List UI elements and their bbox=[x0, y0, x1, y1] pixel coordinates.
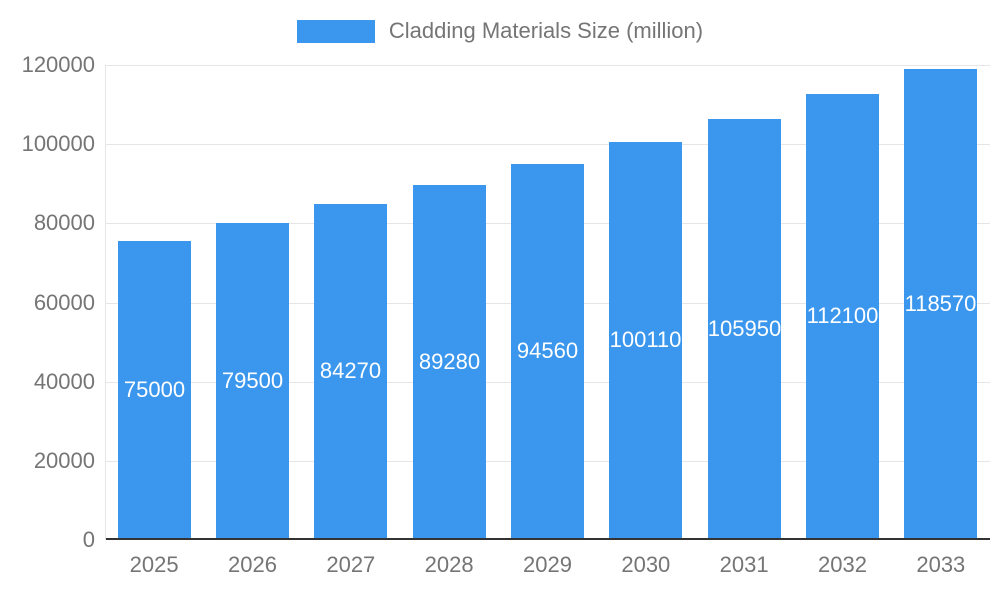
bar-2026[interactable]: 79500 bbox=[216, 223, 289, 538]
x-axis-tick-label: 2026 bbox=[228, 552, 277, 577]
y-axis-tick-label: 80000 bbox=[33, 210, 95, 236]
gridline bbox=[105, 144, 990, 145]
bar-value-label: 75000 bbox=[123, 376, 186, 402]
x-axis-tick-label: 2028 bbox=[424, 552, 474, 577]
bar-2032[interactable]: 112100 bbox=[806, 94, 879, 538]
legend-swatch-icon bbox=[296, 19, 375, 43]
bar-value-label: 112100 bbox=[806, 303, 879, 328]
y-axis-tick-label: 20000 bbox=[33, 447, 95, 473]
x-axis-tick-label: 2025 bbox=[129, 552, 179, 577]
bar-2030[interactable]: 100110 bbox=[609, 142, 682, 538]
x-axis-baseline bbox=[105, 538, 990, 540]
legend: Cladding Materials Size (million) bbox=[0, 18, 1000, 44]
bar-value-label: 84270 bbox=[319, 358, 382, 383]
gridline bbox=[105, 65, 990, 66]
bar-2028[interactable]: 89280 bbox=[413, 185, 486, 538]
bar-2029[interactable]: 94560 bbox=[511, 164, 584, 538]
y-axis-tick-label: 100000 bbox=[21, 131, 95, 157]
legend-label: Cladding Materials Size (million) bbox=[388, 18, 704, 43]
y-axis-tick-label: 120000 bbox=[21, 52, 95, 77]
y-axis-tick-label: 60000 bbox=[33, 289, 95, 315]
x-axis-tick-label: 2033 bbox=[916, 552, 966, 577]
plot-area: 75000 79500 84270 89280 94560 100110 105950 112… bbox=[105, 65, 990, 540]
bar-2025[interactable]: 75000 bbox=[118, 241, 191, 538]
bar-2033[interactable]: 118570 bbox=[904, 69, 977, 538]
y-axis-tick-label: 40000 bbox=[33, 368, 95, 394]
x-axis-tick-label: 2030 bbox=[621, 552, 671, 577]
bar-value-label: 89280 bbox=[418, 348, 481, 374]
y-axis-line bbox=[105, 65, 106, 540]
bar-value-label: 100110 bbox=[609, 327, 682, 352]
bar-2027[interactable]: 84270 bbox=[314, 204, 387, 538]
x-axis-tick-label: 2029 bbox=[523, 552, 572, 577]
bar-value-label: 118570 bbox=[904, 290, 977, 316]
bar-value-label: 94560 bbox=[516, 338, 579, 363]
y-axis-tick-label: 0 bbox=[82, 527, 95, 552]
bar-value-label: 105950 bbox=[707, 315, 782, 341]
bar-2031[interactable]: 105950 bbox=[708, 119, 781, 538]
x-axis-tick-label: 2027 bbox=[326, 552, 376, 577]
x-axis-tick-label: 2031 bbox=[719, 552, 769, 577]
x-axis-tick-label: 2032 bbox=[818, 552, 867, 577]
bar-value-label: 79500 bbox=[221, 367, 284, 393]
